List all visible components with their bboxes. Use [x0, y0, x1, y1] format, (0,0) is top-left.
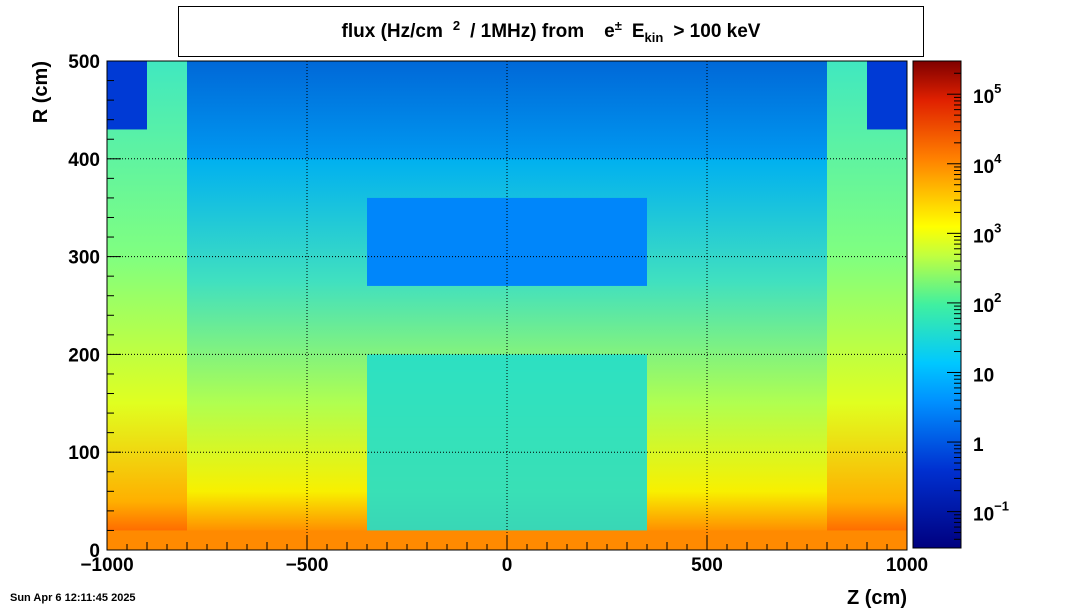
colorbar-tick-label: 102 [973, 290, 1001, 317]
x-tick-label: 500 [691, 555, 723, 576]
x-tick-label: −1000 [80, 555, 133, 576]
colorbar-tick-label: 105 [973, 81, 1001, 108]
y-tick-label: 400 [68, 150, 100, 171]
x-tick-label: 1000 [886, 555, 928, 576]
y-tick-label: 100 [68, 443, 100, 464]
x-tick-label: −500 [286, 555, 329, 576]
heatmap-region-forward-left [107, 61, 187, 550]
color-scale [912, 60, 962, 549]
grid-lines [107, 61, 907, 550]
title-part-flux: flux (Hz/cm [341, 20, 443, 42]
colorbar-tick-label: 10 [973, 365, 994, 386]
timestamp: Sun Apr 6 12:11:45 2025 [10, 592, 136, 604]
colorbar-tick-label: 10−1 [973, 499, 1009, 526]
colorbar-tick-label: 1 [973, 435, 984, 456]
colorbar-tick-label: 103 [973, 220, 1001, 247]
y-tick-label: 500 [68, 52, 100, 73]
title-particle-charge: ± [614, 18, 622, 33]
title-energy: E [631, 20, 645, 42]
x-axis-title: Z (cm) [847, 587, 907, 609]
heatmap-plot-area [107, 61, 907, 550]
title-energy-subscript: kin [644, 30, 664, 45]
chart-title-box: flux (Hz/cm 2 / 1MHz) from e ± E kin > 1… [178, 6, 924, 57]
y-tick-label: 200 [68, 345, 100, 366]
heatmap-region-forward-right [827, 61, 907, 550]
heatmap-region-corner-left [107, 61, 147, 130]
chart-title: flux (Hz/cm 2 / 1MHz) from e ± E kin > 1… [179, 7, 923, 56]
y-tick-label: 300 [68, 248, 100, 269]
title-cut: > 100 keV [673, 20, 761, 42]
x-tick-label: 0 [502, 555, 513, 576]
axis-labels: −1000 −500 0 500 1000 0 100 200 300 400 500 Z (cm) R… [30, 52, 1009, 609]
axes [106, 60, 908, 551]
colorbar-gradient [912, 60, 962, 549]
y-tick-label: 0 [89, 541, 100, 562]
title-particle: e [604, 20, 615, 42]
title-part-mid: / 1MHz) from [470, 20, 585, 42]
y-axis-title: R (cm) [30, 61, 52, 123]
heatmap-region-corner-right [867, 61, 907, 130]
colorbar-tick-label: 104 [973, 151, 1002, 178]
title-superscript: 2 [452, 18, 461, 33]
